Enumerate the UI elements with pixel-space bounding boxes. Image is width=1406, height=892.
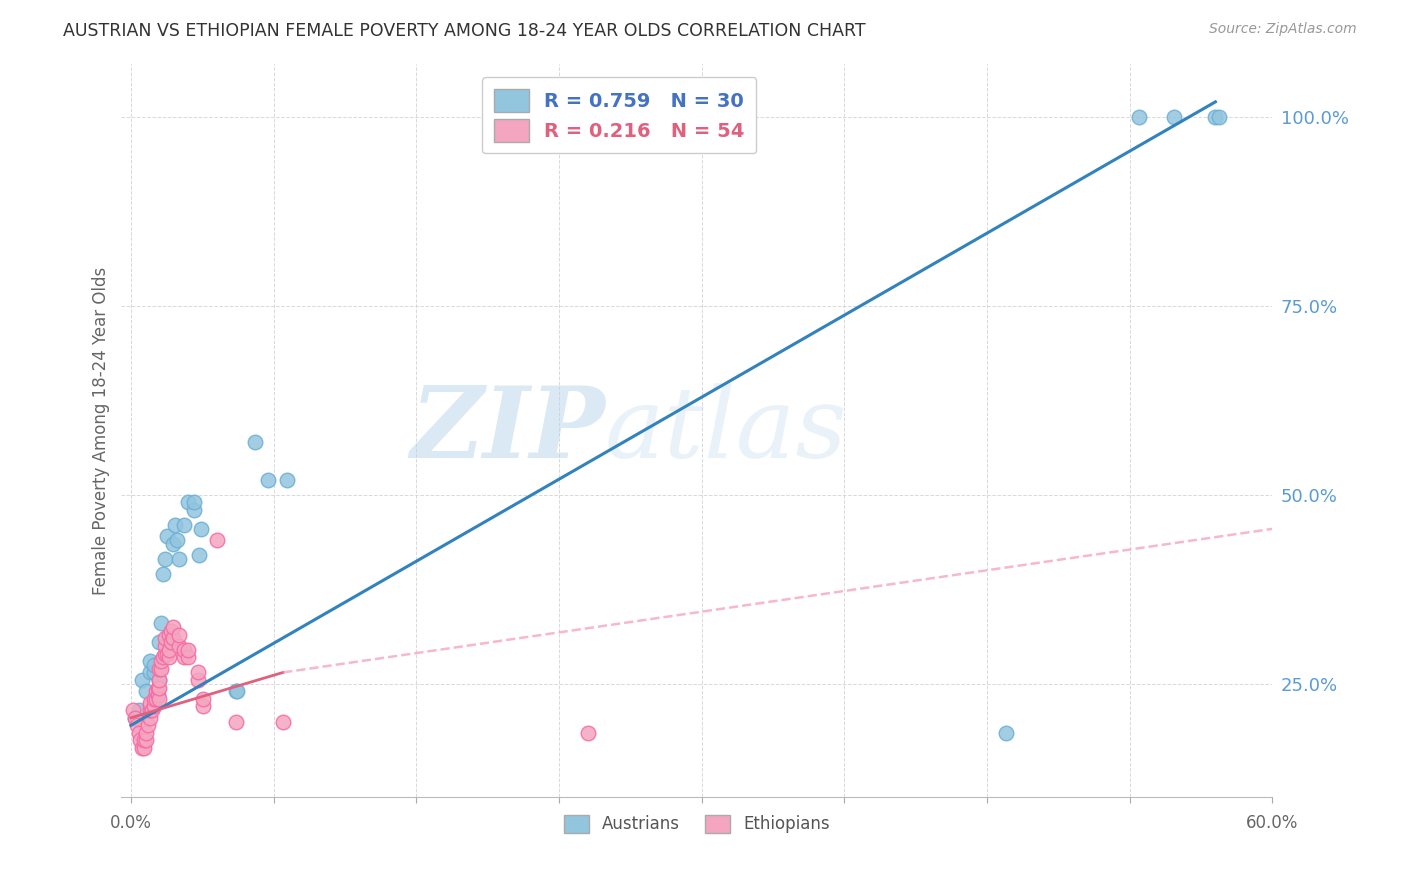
Point [173, 518, 195, 533]
Point [173, 642, 195, 657]
Point [187, 665, 209, 680]
Point [160, 624, 183, 638]
Point [145, 684, 167, 698]
Point [152, 650, 174, 665]
Point [243, 434, 266, 449]
Point [177, 495, 200, 509]
Point [153, 647, 176, 661]
Point [128, 726, 150, 740]
Point [134, 741, 156, 756]
Point [150, 616, 173, 631]
Point [271, 714, 294, 729]
Point [162, 632, 184, 646]
Point [188, 549, 211, 563]
Point [128, 703, 150, 717]
Point [139, 699, 162, 714]
Point [257, 473, 280, 487]
Text: ZIP: ZIP [411, 383, 605, 479]
Point [142, 691, 165, 706]
Point [153, 632, 176, 646]
Point [193, 699, 215, 714]
Point [183, 495, 205, 509]
Point [148, 673, 170, 687]
Point [139, 665, 162, 680]
Point [139, 654, 162, 668]
Y-axis label: Female Poverty Among 18-24 Year Olds: Female Poverty Among 18-24 Year Olds [93, 267, 110, 595]
Point [995, 726, 1018, 740]
Text: 0.0%: 0.0% [110, 814, 152, 831]
Text: atlas: atlas [605, 383, 848, 478]
Point [166, 533, 188, 548]
Point [139, 696, 162, 710]
Point [150, 662, 173, 676]
Point [125, 718, 148, 732]
Point [1204, 110, 1226, 124]
Point [205, 533, 228, 548]
Point [153, 639, 176, 653]
Point [141, 703, 163, 717]
Point [173, 650, 195, 665]
Point [146, 688, 169, 702]
Point [131, 741, 153, 756]
Point [183, 503, 205, 517]
Point [177, 642, 200, 657]
Point [150, 654, 173, 668]
Point [162, 620, 184, 634]
Point [145, 691, 167, 706]
Point [129, 733, 152, 747]
Point [142, 657, 165, 672]
Point [226, 684, 249, 698]
Point [139, 703, 162, 717]
Point [148, 681, 170, 695]
Point [134, 733, 156, 747]
Point [121, 703, 143, 717]
Point [1208, 110, 1230, 124]
Point [152, 567, 174, 582]
Point [576, 726, 599, 740]
Point [148, 673, 170, 687]
Point [225, 714, 247, 729]
Point [193, 691, 215, 706]
Point [157, 627, 180, 641]
Point [146, 681, 169, 695]
Point [160, 635, 183, 649]
Point [225, 684, 247, 698]
Point [276, 473, 298, 487]
Point [135, 733, 157, 747]
Point [1163, 110, 1185, 124]
Text: Source: ZipAtlas.com: Source: ZipAtlas.com [1209, 22, 1357, 37]
Point [124, 711, 146, 725]
Text: 60.0%: 60.0% [1246, 814, 1299, 831]
Point [148, 662, 170, 676]
Point [156, 529, 179, 543]
Point [167, 552, 190, 566]
Point [163, 518, 186, 533]
Point [167, 639, 190, 653]
Point [1128, 110, 1150, 124]
Point [148, 635, 170, 649]
Point [135, 684, 157, 698]
Point [142, 665, 165, 680]
Point [136, 718, 159, 732]
Point [139, 711, 162, 725]
Point [190, 522, 212, 536]
Point [177, 650, 200, 665]
Point [124, 711, 146, 725]
Point [135, 726, 157, 740]
Point [187, 673, 209, 687]
Point [156, 647, 179, 661]
Point [131, 673, 153, 687]
Legend: Austrians, Ethiopians: Austrians, Ethiopians [557, 808, 837, 840]
Point [153, 552, 176, 566]
Point [148, 691, 170, 706]
Point [167, 627, 190, 641]
Point [157, 642, 180, 657]
Point [142, 699, 165, 714]
Text: AUSTRIAN VS ETHIOPIAN FEMALE POVERTY AMONG 18-24 YEAR OLDS CORRELATION CHART: AUSTRIAN VS ETHIOPIAN FEMALE POVERTY AMO… [63, 22, 866, 40]
Point [157, 650, 180, 665]
Point [162, 537, 184, 551]
